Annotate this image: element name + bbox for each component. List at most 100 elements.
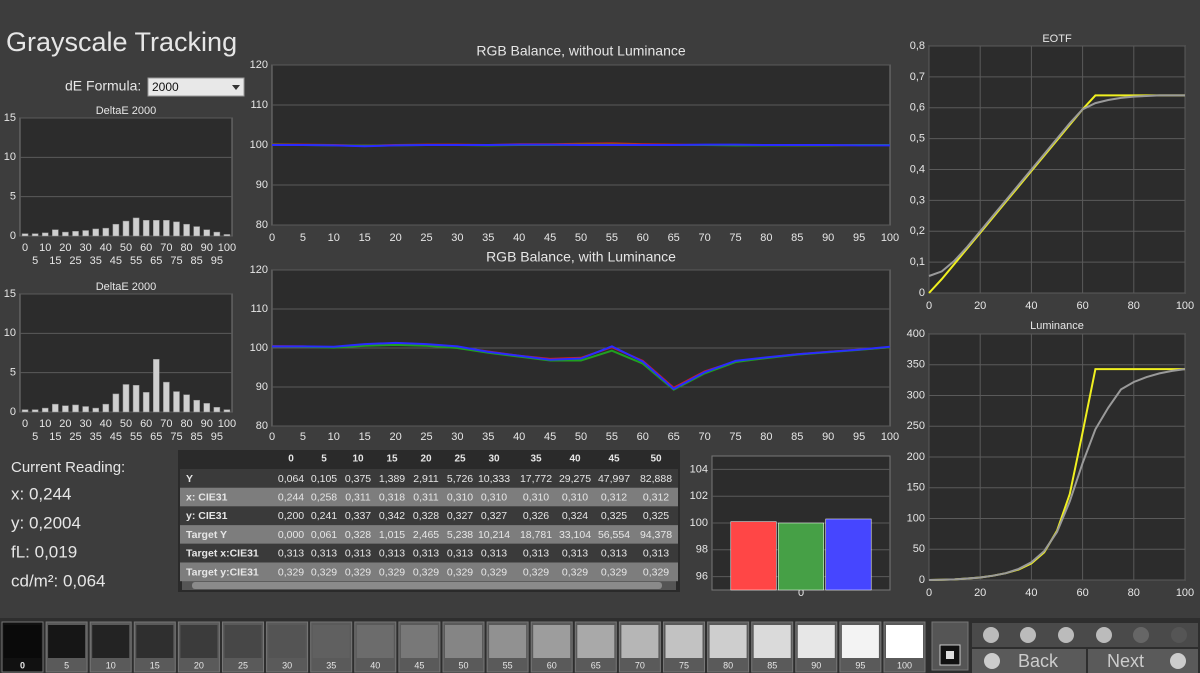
- swatch-label[interactable]: 50: [458, 660, 468, 670]
- back-label[interactable]: Back: [1018, 651, 1059, 671]
- sync-button[interactable]: [1133, 627, 1149, 643]
- swatch[interactable]: 65: [574, 621, 617, 673]
- stop-button[interactable]: [983, 627, 999, 643]
- swatch-color[interactable]: [665, 625, 703, 658]
- swatch-label[interactable]: 30: [282, 660, 292, 670]
- play-button[interactable]: [1020, 627, 1036, 643]
- swatch[interactable]: 15: [133, 621, 176, 673]
- swatch-label[interactable]: 90: [811, 660, 821, 670]
- bar: [102, 227, 110, 237]
- swatch-color[interactable]: [180, 625, 218, 658]
- select-box[interactable]: [147, 77, 245, 97]
- swatch[interactable]: 70: [618, 621, 661, 673]
- swatch-color[interactable]: [4, 625, 41, 658]
- swatch[interactable]: 5: [45, 621, 88, 673]
- table-cell: 0,328: [413, 510, 439, 522]
- swatch-color[interactable]: [797, 625, 835, 658]
- x-tick-label: 70: [160, 418, 172, 430]
- frame-button[interactable]: [1058, 627, 1074, 643]
- swatch[interactable]: 80: [707, 621, 750, 673]
- swatch[interactable]: 75: [663, 621, 705, 673]
- swatch-color[interactable]: [489, 625, 527, 658]
- swatch-color[interactable]: [356, 625, 394, 658]
- table-cell: 0,310: [562, 491, 588, 503]
- swatch-label[interactable]: 35: [326, 660, 336, 670]
- swatch-label[interactable]: 40: [370, 660, 380, 670]
- swatch-label[interactable]: 70: [635, 660, 645, 670]
- measurement-table: 0 5 10 15 20 25 30 35 40 45 50 Y 0,064 0,105 0,375 1,38…: [178, 450, 680, 592]
- swatch[interactable]: 85: [751, 621, 794, 673]
- table-cell: 47,997: [598, 473, 630, 485]
- chart: DeltaE 200005101505101520253035404550556…: [4, 105, 236, 267]
- swatch-label[interactable]: 60: [547, 660, 557, 670]
- swatch-label[interactable]: 10: [106, 660, 116, 670]
- swatch[interactable]: 90: [795, 621, 838, 673]
- x-tick-label: 50: [575, 431, 587, 443]
- swatch[interactable]: 60: [530, 621, 573, 673]
- swatch-label[interactable]: 25: [238, 660, 248, 670]
- record-button[interactable]: [1171, 627, 1187, 643]
- series-line: [928, 368, 1186, 581]
- swatch-color[interactable]: [312, 625, 350, 658]
- swatch[interactable]: 35: [310, 621, 353, 673]
- column-header: 20: [420, 454, 432, 465]
- x-tick-label: 75: [729, 431, 741, 443]
- swatch[interactable]: 25: [222, 621, 264, 673]
- swatch-color[interactable]: [886, 625, 923, 658]
- table-cell: 5,726: [447, 473, 473, 485]
- swatch[interactable]: 100: [883, 621, 926, 673]
- swatch-color[interactable]: [621, 625, 659, 658]
- y-tick-label: 250: [907, 420, 925, 432]
- chart: 96 98 100 102 104 0: [690, 455, 891, 599]
- swatch-label[interactable]: 80: [723, 660, 733, 670]
- swatch[interactable]: 10: [89, 621, 132, 673]
- x-tick-label: 15: [359, 232, 371, 244]
- swatch-color[interactable]: [224, 625, 262, 658]
- table-cell: 0,200: [278, 510, 304, 522]
- swatch-label[interactable]: 0: [20, 660, 25, 670]
- swatch[interactable]: 45: [398, 621, 441, 673]
- swatch-label[interactable]: 55: [503, 660, 513, 670]
- swatch-color[interactable]: [92, 625, 130, 658]
- swatch[interactable]: 0: [1, 621, 44, 673]
- loop-button[interactable]: [1096, 627, 1112, 643]
- swatch-label[interactable]: 100: [897, 660, 912, 670]
- bar: [72, 404, 79, 413]
- swatch-label[interactable]: 5: [64, 660, 69, 670]
- swatch-color[interactable]: [577, 625, 615, 658]
- swatch-label[interactable]: 65: [591, 660, 601, 670]
- series-line: [272, 341, 891, 391]
- swatch[interactable]: 30: [266, 621, 309, 673]
- swatch-color[interactable]: [400, 625, 438, 658]
- swatch-color[interactable]: [48, 625, 86, 658]
- scrollbar-thumb[interactable]: [192, 582, 662, 589]
- swatch[interactable]: 95: [839, 621, 882, 673]
- select-value[interactable]: 2000: [152, 80, 179, 94]
- back-icon[interactable]: [984, 653, 1000, 669]
- swatch-label[interactable]: 85: [767, 660, 777, 670]
- swatch-label[interactable]: 75: [679, 660, 689, 670]
- swatch-label[interactable]: 15: [150, 660, 160, 670]
- formula-select[interactable]: 2000: [147, 77, 245, 97]
- table-cell: 56,554: [598, 529, 630, 541]
- select-arrow[interactable]: [232, 85, 240, 90]
- swatch-color[interactable]: [709, 625, 747, 658]
- swatch-color[interactable]: [533, 625, 571, 658]
- swatch-label[interactable]: 45: [414, 660, 424, 670]
- swatch-label[interactable]: 95: [855, 660, 865, 670]
- swatch-color[interactable]: [136, 625, 174, 658]
- swatch[interactable]: 40: [354, 621, 397, 673]
- table-cell: 1,389: [379, 473, 405, 485]
- swatch-color[interactable]: [445, 625, 482, 658]
- swatch-color[interactable]: [841, 625, 879, 658]
- next-label[interactable]: Next: [1107, 651, 1144, 671]
- swatch[interactable]: 50: [442, 621, 485, 673]
- swatch[interactable]: 55: [486, 621, 529, 673]
- swatch-color[interactable]: [268, 625, 306, 658]
- table-cell: 0,244: [278, 491, 304, 503]
- x-tick-label: 100: [1176, 300, 1194, 312]
- next-icon[interactable]: [1170, 653, 1186, 669]
- swatch-label[interactable]: 20: [194, 660, 204, 670]
- swatch[interactable]: 20: [177, 621, 220, 673]
- swatch-color[interactable]: [753, 625, 791, 658]
